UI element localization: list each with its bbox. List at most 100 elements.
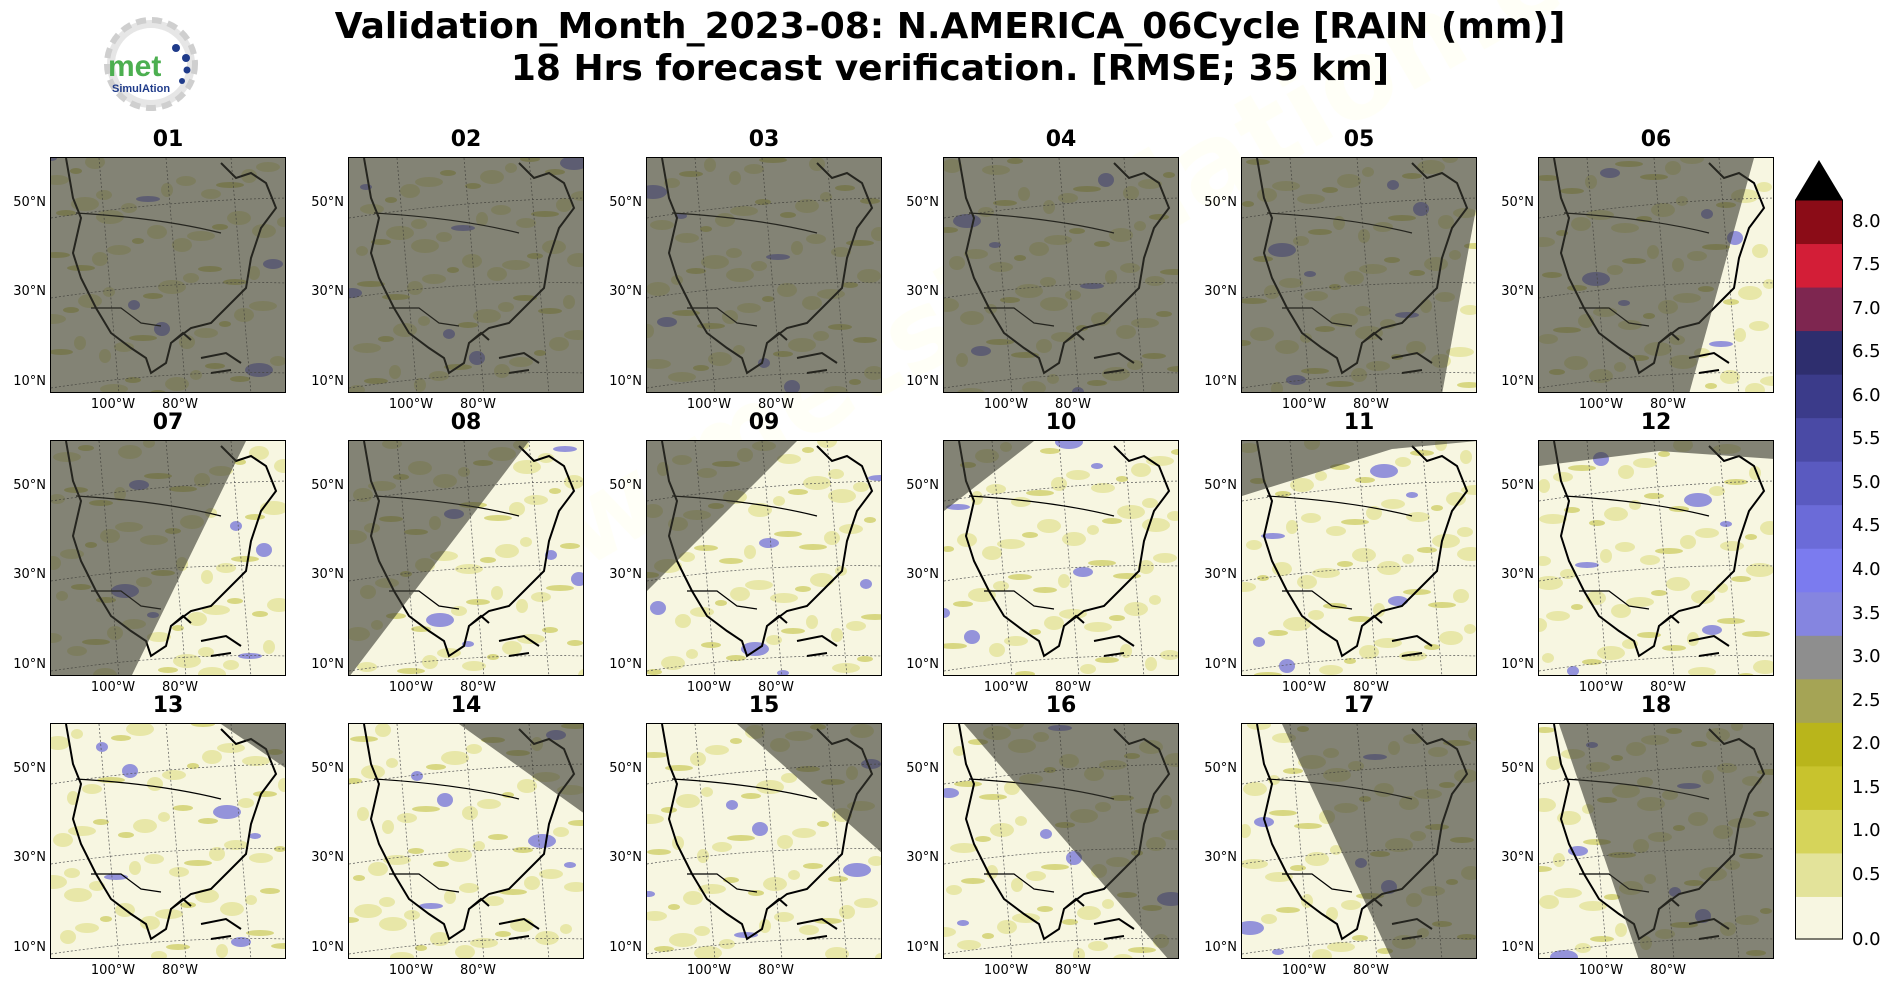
rain-cell xyxy=(278,778,285,792)
rain-cell xyxy=(1738,673,1754,675)
rain-cell xyxy=(349,917,359,923)
panel-title-05: 05 xyxy=(1343,127,1375,152)
rain-cell xyxy=(1542,653,1554,663)
night-shading xyxy=(944,158,1178,392)
coastline xyxy=(958,441,1171,658)
rain-cell xyxy=(1149,595,1161,605)
rain-texture xyxy=(944,441,1178,675)
rain-cell xyxy=(1352,548,1376,562)
colorbar-tick-label: 8.0 xyxy=(1852,210,1881,232)
country-border xyxy=(1266,495,1413,610)
rain-cell xyxy=(1253,637,1265,647)
colorbar-tick-label: 5.0 xyxy=(1852,471,1881,493)
rain-cell xyxy=(1373,603,1385,617)
colorbar-tick-label: 5.5 xyxy=(1852,428,1881,450)
lat-label: 30°N xyxy=(1501,850,1534,865)
rain-cell xyxy=(647,752,668,758)
rain-cell xyxy=(1341,519,1369,525)
rain-cell xyxy=(96,742,108,752)
rain-cell xyxy=(455,945,475,958)
rain-cell xyxy=(982,933,994,939)
rain-cell xyxy=(817,821,829,827)
rain-cell xyxy=(1734,328,1746,342)
rain-cell xyxy=(1254,672,1282,675)
lon-label: 80°W xyxy=(1353,680,1389,695)
lon-label: 80°W xyxy=(758,397,794,412)
lat-label: 10°N xyxy=(13,657,46,672)
rain-cell xyxy=(1702,625,1722,635)
lon-label: 80°W xyxy=(162,397,198,412)
map-panel-09 xyxy=(646,440,882,676)
rain-cell xyxy=(1763,279,1773,289)
rain-cell xyxy=(1402,554,1414,564)
lat-label: 30°N xyxy=(311,850,344,865)
rain-cell xyxy=(1062,532,1086,546)
rain-cell xyxy=(466,599,490,605)
panel-title-13: 13 xyxy=(152,693,184,718)
rain-cell xyxy=(253,791,277,797)
rain-cell xyxy=(1261,533,1285,539)
lat-label: 50°N xyxy=(1501,761,1534,776)
lon-label: 80°W xyxy=(162,680,198,695)
rain-cell xyxy=(404,910,420,920)
rain-cell xyxy=(1457,382,1476,388)
lat-label: 10°N xyxy=(906,657,939,672)
lat-label: 30°N xyxy=(1501,567,1534,582)
map-panel-15 xyxy=(646,723,882,959)
lat-label: 10°N xyxy=(1501,657,1534,672)
panel-title-15: 15 xyxy=(748,693,780,718)
rain-cell xyxy=(1077,906,1101,920)
coastline xyxy=(661,724,874,941)
rain-cell xyxy=(1615,923,1627,937)
rain-cell xyxy=(993,581,1009,591)
lat-label: 30°N xyxy=(13,284,46,299)
rain-cell xyxy=(676,794,700,808)
rain-cell xyxy=(1037,906,1053,912)
rain-cell xyxy=(546,585,574,591)
rain-cell xyxy=(1355,477,1375,483)
rain-cell xyxy=(803,863,823,869)
rain-cell xyxy=(1102,518,1122,524)
colorbar-segment xyxy=(1795,548,1843,593)
rain-cell xyxy=(712,842,732,852)
rain-cell xyxy=(1344,658,1356,664)
rain-cell xyxy=(1026,490,1054,496)
rain-cell xyxy=(1461,485,1476,495)
rain-cell xyxy=(1745,534,1757,540)
rain-cell xyxy=(422,655,438,669)
colorbar-tick-label: 2.0 xyxy=(1852,733,1881,755)
rain-cell xyxy=(1008,574,1032,580)
lat-label: 50°N xyxy=(906,478,939,493)
map-panel-14 xyxy=(348,723,584,959)
rain-cell xyxy=(654,946,674,952)
rain-cell xyxy=(502,641,522,655)
colorbar-segment xyxy=(1795,504,1843,549)
rain-cell xyxy=(1590,936,1614,942)
lat-label: 50°N xyxy=(1204,761,1237,776)
rain-cell xyxy=(1582,659,1602,665)
rain-cell xyxy=(249,446,269,460)
rain-cell xyxy=(1294,823,1322,829)
rain-cell xyxy=(1341,900,1361,910)
lon-label: 80°W xyxy=(162,963,198,978)
rain-cell xyxy=(64,888,92,902)
rain-cell xyxy=(354,904,382,918)
lat-label: 30°N xyxy=(1501,284,1534,299)
rain-cell xyxy=(220,902,244,916)
night-shading xyxy=(1242,441,1476,496)
rain-cell xyxy=(1242,921,1264,935)
rain-cell xyxy=(564,882,583,892)
rain-cell xyxy=(997,539,1025,549)
rain-cell xyxy=(1055,441,1083,449)
rain-cell xyxy=(1348,616,1372,622)
rain-cell xyxy=(517,634,545,644)
rain-cell xyxy=(1142,498,1158,508)
rain-cell xyxy=(1058,574,1070,588)
rain-cell xyxy=(158,667,178,673)
rain-cell xyxy=(1388,596,1408,606)
lat-label: 30°N xyxy=(1204,284,1237,299)
rain-cell xyxy=(437,793,453,807)
panel-title-02: 02 xyxy=(450,127,482,152)
rain-cell xyxy=(158,812,170,822)
rain-cell xyxy=(202,750,222,764)
